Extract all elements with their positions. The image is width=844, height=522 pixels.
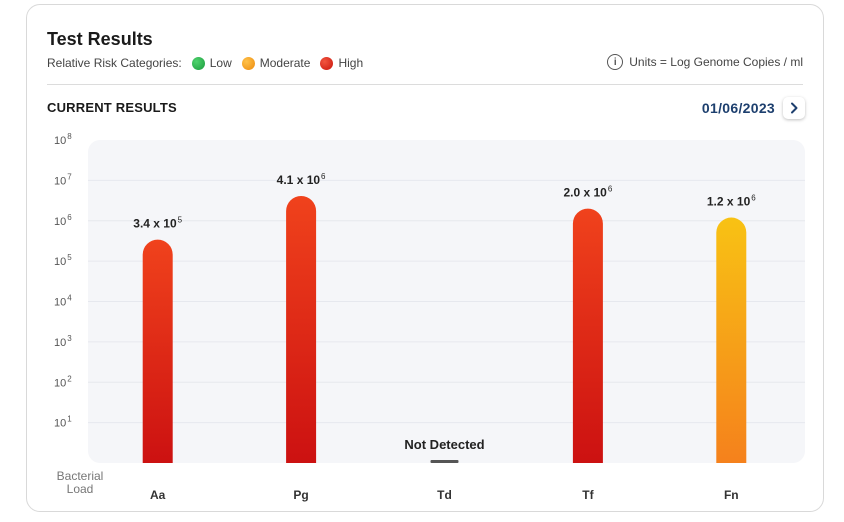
x-tick-label-fn: Fn — [724, 488, 739, 502]
data-label-td: Not Detected — [404, 437, 484, 452]
card-title: Test Results — [47, 29, 153, 49]
data-label-pg: 4.1 x 106 — [277, 172, 326, 187]
y-tick-label: 105 — [54, 253, 72, 268]
moderate-dot-icon — [241, 56, 255, 70]
legend-item-low: Low — [191, 56, 232, 70]
x-tick-label-td: Td — [437, 488, 452, 502]
high-dot-icon — [320, 56, 334, 70]
y-tick-label: 102 — [54, 374, 72, 389]
units-text: Units = Log Genome Copies / ml — [629, 55, 803, 69]
y-tick-label: 101 — [54, 415, 72, 430]
y-tick-label: 104 — [54, 294, 72, 309]
legend-moderate-label: Moderate — [259, 56, 311, 70]
bar-td-not-detected[interactable] — [430, 460, 459, 463]
info-icon[interactable]: i — [607, 54, 624, 70]
legend-high-label: High — [338, 56, 364, 70]
bar-tf[interactable] — [572, 208, 603, 463]
y-axis-label-line2: Load — [67, 482, 94, 496]
legend-item-high: High — [320, 56, 363, 70]
y-tick-label: 107 — [54, 172, 72, 187]
y-tick-label: 103 — [54, 334, 72, 349]
y-tick-label: 106 — [54, 213, 72, 228]
legend-label: Relative Risk Categories: — [47, 56, 182, 70]
legend-item-moderate: Moderate — [241, 56, 311, 70]
next-date-button[interactable] — [783, 97, 805, 119]
low-dot-icon — [191, 56, 205, 70]
y-axis-label-line1: Bacterial — [57, 469, 104, 483]
data-label-fn: 1.2 x 106 — [707, 194, 756, 209]
x-tick-label-tf: Tf — [582, 488, 594, 502]
legend-low-label: Low — [209, 56, 232, 70]
units-note: i Units = Log Genome Copies / ml — [607, 54, 803, 70]
x-tick-label-aa: Aa — [150, 488, 166, 502]
bar-fn[interactable] — [716, 217, 747, 463]
x-tick-label-pg: Pg — [293, 488, 308, 502]
header-divider — [47, 84, 803, 85]
section-title: CURRENT RESULTS — [47, 100, 177, 115]
data-label-tf: 2.0 x 106 — [563, 185, 612, 200]
risk-legend: Relative Risk Categories: Low Moderate H… — [47, 56, 363, 70]
y-tick-label: 108 — [54, 132, 72, 147]
bar-pg[interactable] — [286, 196, 317, 464]
data-label-aa: 3.4 x 105 — [133, 216, 182, 231]
bar-aa[interactable] — [142, 239, 173, 463]
chevron-right-icon — [791, 102, 798, 114]
result-date: 01/06/2023 — [701, 100, 775, 116]
